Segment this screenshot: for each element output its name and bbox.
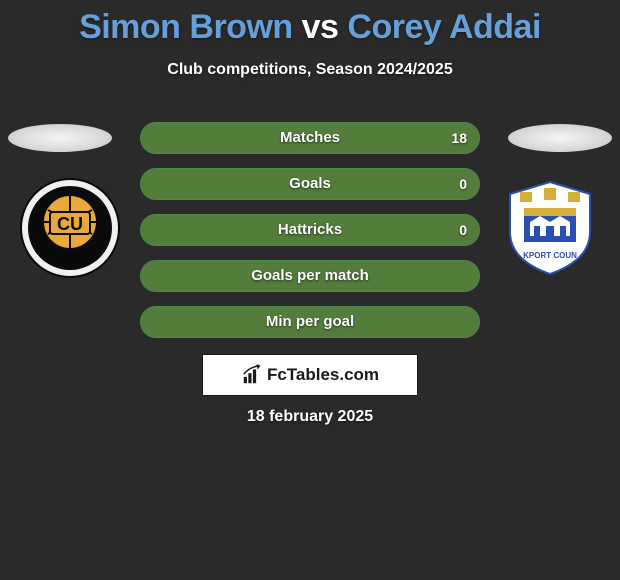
stat-label: Hattricks (141, 215, 479, 245)
stat-row: Matches18 (140, 122, 480, 154)
comparison-card: Simon Brown vs Corey Addai Club competit… (0, 0, 620, 580)
stat-label: Goals per match (141, 261, 479, 291)
stockport-county-badge-icon: KPORT COUN (500, 178, 600, 278)
stat-row: Goals per match (140, 260, 480, 292)
player2-avatar-placeholder (508, 124, 612, 152)
date-text: 18 february 2025 (0, 408, 620, 426)
stat-row: Hattricks0 (140, 214, 480, 246)
player1-avatar-placeholder (8, 124, 112, 152)
brand-text: FcTables.com (267, 365, 379, 385)
player2-name: Corey Addai (347, 8, 541, 46)
stat-value-right: 18 (451, 123, 467, 153)
brand-box[interactable]: FcTables.com (202, 354, 418, 396)
stat-value-right: 0 (459, 169, 467, 199)
stat-label: Min per goal (141, 307, 479, 337)
bar-chart-icon (241, 364, 263, 386)
vs-text: vs (302, 8, 339, 46)
svg-text:KPORT COUN: KPORT COUN (523, 251, 577, 260)
club-badge-right: KPORT COUN (500, 178, 600, 278)
svg-text:CU: CU (57, 214, 83, 234)
stats-list: Matches18Goals0Hattricks0Goals per match… (140, 122, 480, 352)
stat-label: Matches (141, 123, 479, 153)
subtitle: Club competitions, Season 2024/2025 (0, 61, 620, 79)
stat-value-right: 0 (459, 215, 467, 245)
stat-row: Min per goal (140, 306, 480, 338)
player1-name: Simon Brown (79, 8, 293, 46)
page-title: Simon Brown vs Corey Addai (0, 0, 620, 47)
cambridge-united-badge-icon: CU BRIDGE UNITED (20, 178, 120, 278)
club-badge-left: CU BRIDGE UNITED (20, 178, 120, 278)
stat-label: Goals (141, 169, 479, 199)
stat-row: Goals0 (140, 168, 480, 200)
